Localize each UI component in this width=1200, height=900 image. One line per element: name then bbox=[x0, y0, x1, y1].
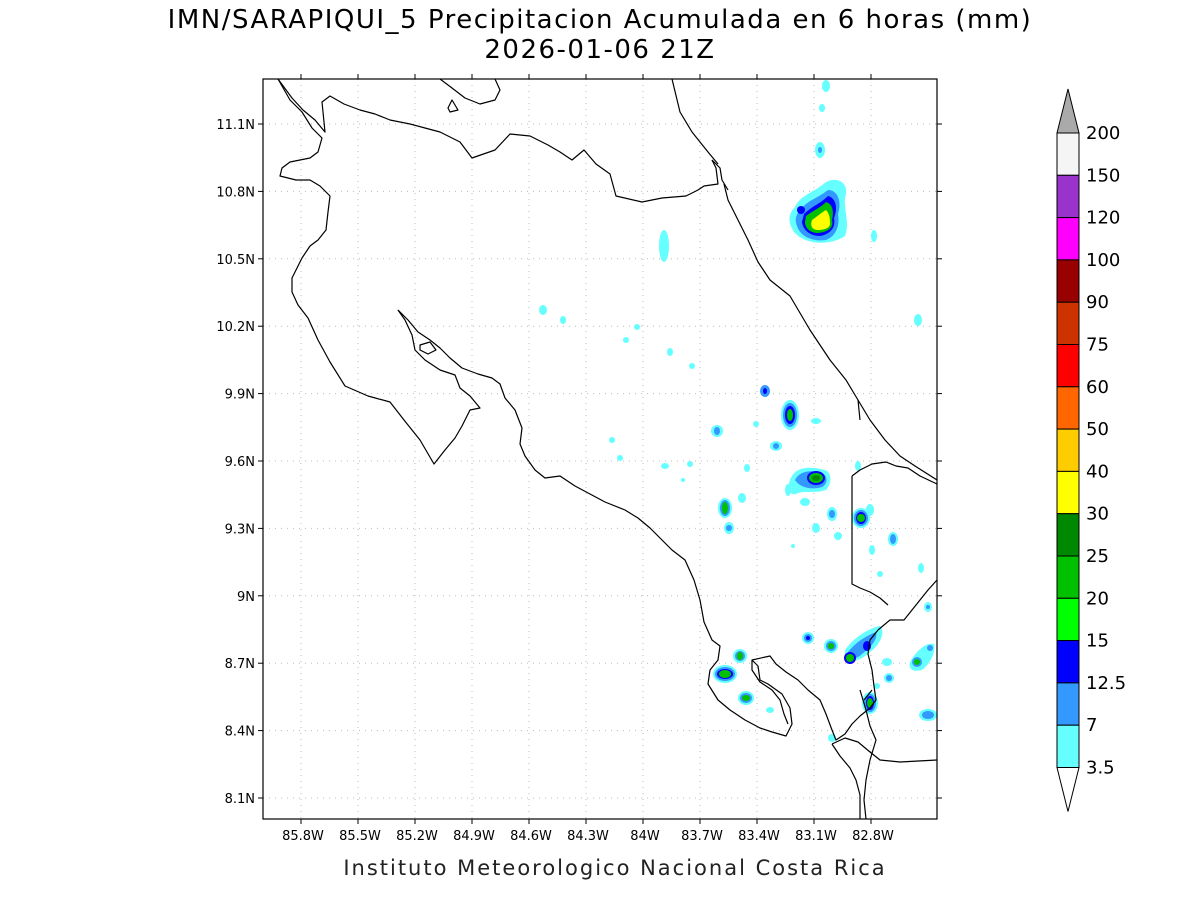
lat-tick-label: 8.7N bbox=[225, 657, 255, 672]
colorbar-swatch bbox=[1056, 640, 1080, 684]
colorbar-swatch bbox=[1056, 597, 1080, 642]
lat-tick-label: 9.9N bbox=[225, 388, 255, 403]
colorbar-level-label: 40 bbox=[1086, 461, 1109, 482]
colorbar-top-arrow bbox=[1056, 88, 1080, 134]
colorbar-level-label: 50 bbox=[1086, 419, 1109, 440]
colorbar-swatch bbox=[1056, 513, 1080, 557]
colorbar-level-label: 75 bbox=[1086, 335, 1109, 356]
colorbar-legend: 200 150 120 100 90 75 60 50 40 30 25 20 15 12.5 7 3.5 bbox=[1056, 88, 1126, 812]
colorbar-swatch bbox=[1056, 217, 1080, 261]
colorbar-level-label: 20 bbox=[1086, 588, 1109, 609]
footer-credit: Instituto Meteorologico Nacional Costa R… bbox=[343, 856, 887, 880]
lon-tick-label: 85.5W bbox=[339, 829, 381, 844]
colorbar-level-label: 90 bbox=[1086, 292, 1109, 313]
precipitation-cells bbox=[539, 80, 937, 742]
colorbar-level-label: 30 bbox=[1086, 504, 1109, 525]
colorbar-swatch bbox=[1056, 555, 1080, 599]
lat-tick-label: 10.2N bbox=[216, 320, 255, 335]
lat-tick-label: 10.8N bbox=[216, 185, 255, 200]
colorbar-swatch bbox=[1056, 132, 1080, 176]
lon-tick-label: 83.4W bbox=[738, 829, 780, 844]
lat-tick-label: 11.1N bbox=[216, 118, 255, 133]
lat-tick-label: 9.6N bbox=[225, 455, 255, 470]
colorbar-swatch bbox=[1056, 470, 1080, 515]
lon-tick-label: 85.8W bbox=[282, 829, 324, 844]
map-subtitle: 2026-01-06 21Z bbox=[484, 35, 716, 65]
lon-tick-label: 84.9W bbox=[453, 829, 495, 844]
lat-tick-label: 10.5N bbox=[216, 253, 255, 268]
colorbar-level-label: 7 bbox=[1086, 715, 1097, 736]
lon-tick-label: 82.8W bbox=[852, 829, 894, 844]
colorbar-level-label: 120 bbox=[1086, 208, 1120, 229]
map-frame bbox=[262, 78, 938, 820]
colorbar-level-label: 60 bbox=[1086, 377, 1109, 398]
lon-tick-label: 84.3W bbox=[567, 829, 609, 844]
lon-tick-label: 85.2W bbox=[396, 829, 438, 844]
colorbar-level-label: 25 bbox=[1086, 546, 1109, 567]
colorbar-bottom-arrow bbox=[1056, 767, 1080, 812]
colorbar-level-label: 150 bbox=[1086, 165, 1120, 186]
lat-tick-label: 9N bbox=[237, 590, 255, 605]
colorbar-swatch bbox=[1056, 174, 1080, 219]
coastline bbox=[277, 79, 937, 819]
colorbar-swatch bbox=[1056, 682, 1080, 726]
lon-tick-label: 84.6W bbox=[510, 829, 552, 844]
lon-tick-label: 83.1W bbox=[795, 829, 837, 844]
colorbar-swatch bbox=[1056, 724, 1080, 769]
lat-tick-label: 8.1N bbox=[225, 792, 255, 807]
lon-tick-label: 84W bbox=[630, 829, 660, 844]
colorbar-swatch bbox=[1056, 259, 1080, 303]
colorbar-level-label: 3.5 bbox=[1086, 758, 1115, 779]
lon-tick-label: 83.7W bbox=[681, 829, 723, 844]
colorbar-level-label: 15 bbox=[1086, 631, 1109, 652]
colorbar-swatch bbox=[1056, 428, 1080, 472]
colorbar-level-label: 12.5 bbox=[1086, 673, 1126, 694]
colorbar-swatch bbox=[1056, 344, 1080, 388]
lat-tick-label: 8.4N bbox=[225, 725, 255, 740]
colorbar-level-label: 200 bbox=[1086, 123, 1120, 144]
colorbar-swatch bbox=[1056, 386, 1080, 430]
colorbar-level-label: 100 bbox=[1086, 250, 1120, 271]
grid-lines bbox=[263, 79, 937, 819]
colorbar-swatch bbox=[1056, 301, 1080, 346]
lat-tick-label: 9.3N bbox=[225, 522, 255, 537]
map-title: IMN/SARAPIQUI_5 Precipitacion Acumulada … bbox=[167, 5, 1033, 35]
